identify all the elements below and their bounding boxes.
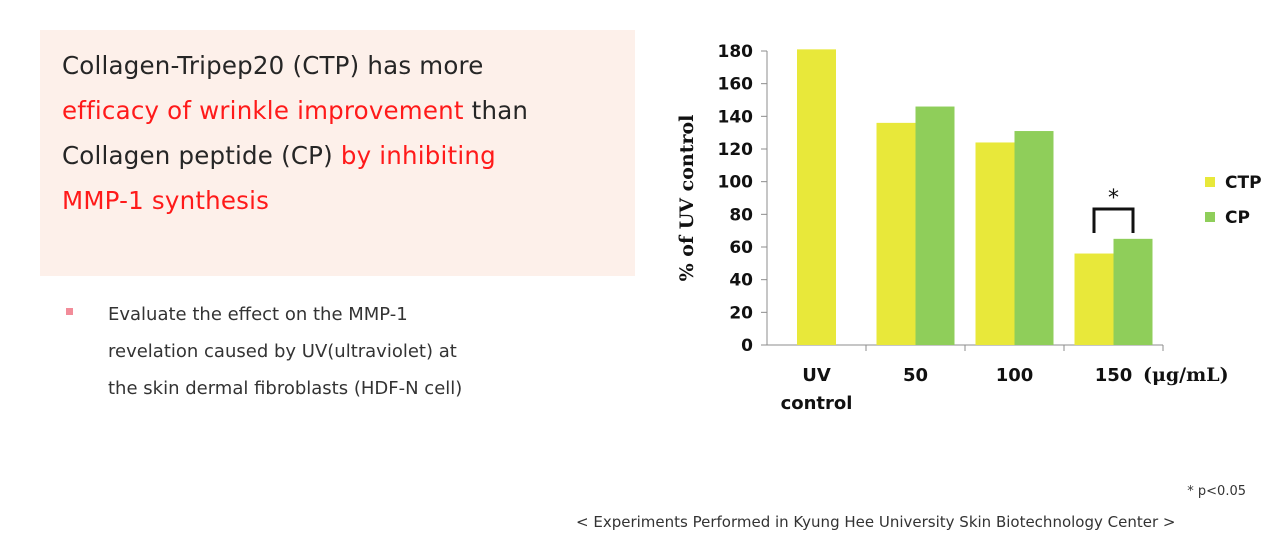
x-tick-label: control xyxy=(781,393,853,414)
significance-note: * p<0.05 xyxy=(1187,484,1246,499)
legend-label-ctp: CTP xyxy=(1225,173,1262,193)
legend-swatch-cp xyxy=(1205,212,1215,222)
bullet-text: Evaluate the effect on the MMP-1 revelat… xyxy=(108,296,628,407)
claim-line-2: efficacy of wrinkle improvement than xyxy=(62,88,635,133)
legend-label-cp: CP xyxy=(1225,208,1250,228)
x-tick-label: 50 xyxy=(903,365,928,386)
claim-text: than xyxy=(463,96,529,125)
legend-swatch-ctp xyxy=(1205,177,1215,187)
claim-highlight-efficacy: efficacy of wrinkle improvement xyxy=(62,96,464,125)
bullet-square-icon xyxy=(66,308,73,315)
bullet-line-3: the skin dermal fibroblasts (HDF-N cell) xyxy=(108,378,463,399)
claim-line-3: Collagen peptide (CP) by inhibiting xyxy=(62,133,635,178)
y-tick-label: 80 xyxy=(729,205,753,225)
claim-panel: Collagen-Tripep20 (CTP) has more efficac… xyxy=(40,30,635,276)
y-tick-label: 160 xyxy=(718,75,754,95)
y-tick-label: 140 xyxy=(718,107,754,127)
bar-cp-100 xyxy=(1014,131,1054,345)
claim-line-1: Collagen-Tripep20 (CTP) has more xyxy=(62,43,635,88)
y-axis-title: % of UV control xyxy=(676,115,698,282)
claim-line-4: MMP-1 synthesis xyxy=(62,178,635,223)
claim-highlight-inhibiting: by inhibiting xyxy=(340,141,496,170)
claim-text: Collagen peptide (CP) xyxy=(62,141,341,170)
claim-text: Collagen-Tripep20 (CTP) has more xyxy=(62,51,484,80)
y-tick-label: 180 xyxy=(718,42,754,62)
y-tick-label: 60 xyxy=(729,238,753,258)
bar-ctp-uv-control xyxy=(797,49,836,345)
x-unit-label: (μg/mL) xyxy=(1143,364,1229,386)
y-tick-label: 0 xyxy=(741,336,753,356)
significance-asterisk: * xyxy=(1108,186,1119,211)
y-tick-label: 40 xyxy=(729,271,753,291)
bar-cp-150 xyxy=(1113,238,1153,345)
x-tick-label: 150 xyxy=(1095,365,1133,386)
bullet-line-2: revelation caused by UV(ultraviolet) at xyxy=(108,341,457,362)
y-tick-label: 20 xyxy=(729,303,753,323)
y-tick-label: 100 xyxy=(718,173,754,193)
x-tick-label: UV xyxy=(802,365,831,386)
y-tick-label: 120 xyxy=(718,140,754,160)
bar-cp-50 xyxy=(915,106,955,346)
claim-highlight-mmp1: MMP-1 synthesis xyxy=(62,186,270,215)
bar-ctp-150 xyxy=(1074,253,1114,345)
bar-ctp-100 xyxy=(975,142,1015,345)
bullet-line-1: Evaluate the effect on the MMP-1 xyxy=(108,304,408,325)
x-tick-label: 100 xyxy=(996,365,1034,386)
bar-ctp-50 xyxy=(876,122,916,345)
footer-caption: < Experiments Performed in Kyung Hee Uni… xyxy=(576,513,1176,531)
bar-chart: 0 20 40 60 80 100 120 140 160 180 % of UV control U… xyxy=(676,42,1262,414)
significance-bracket xyxy=(1092,207,1135,233)
